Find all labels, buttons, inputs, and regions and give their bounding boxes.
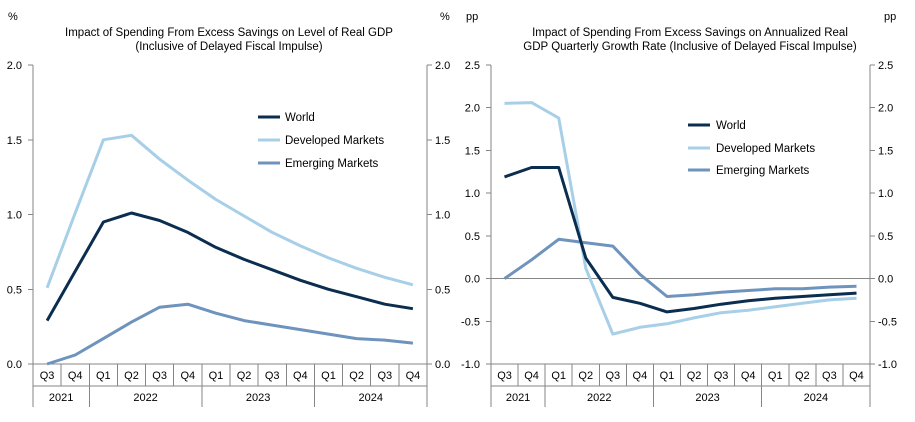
series-line-developed bbox=[504, 101, 857, 336]
x-tick-label: Q1 bbox=[660, 370, 675, 382]
year-label: 2022 bbox=[133, 392, 157, 404]
series-line-world bbox=[45, 211, 414, 322]
x-tick-label: Q2 bbox=[124, 370, 139, 382]
year-label: 2024 bbox=[358, 392, 382, 404]
year-label: 2021 bbox=[49, 392, 73, 404]
y-tick-label-right: 0.5 bbox=[435, 284, 450, 296]
y-tick-label-right: -1.0 bbox=[878, 359, 897, 371]
y-tick-label-right: -0.5 bbox=[878, 316, 897, 328]
y-tick-label-left: 0.0 bbox=[465, 274, 480, 286]
x-tick-label: Q3 bbox=[714, 370, 729, 382]
x-tick-label: Q2 bbox=[795, 370, 810, 382]
x-tick-label: Q4 bbox=[68, 370, 83, 382]
level-chart: Impact of Spending From Excess Savings o… bbox=[7, 11, 450, 407]
x-tick-label: Q2 bbox=[349, 370, 364, 382]
x-tick-label: Q2 bbox=[687, 370, 702, 382]
y-tick-label-right: 1.5 bbox=[878, 145, 893, 157]
legend: World Developed Markets Emerging Markets bbox=[688, 120, 815, 177]
right-unit-label: pp bbox=[884, 11, 896, 23]
year-label: 2023 bbox=[695, 392, 719, 404]
right-unit-label: % bbox=[440, 11, 450, 23]
series-line-world bbox=[504, 166, 857, 314]
x-tick-label: Q3 bbox=[497, 370, 512, 382]
x-tick-label: Q3 bbox=[822, 370, 837, 382]
y-tick-label-left: 0.5 bbox=[7, 284, 22, 296]
y-tick-label-left: 1.5 bbox=[7, 135, 22, 147]
x-tick-label: Q3 bbox=[377, 370, 392, 382]
series-line-emerging bbox=[503, 237, 857, 298]
y-tick-label-right: 0.0 bbox=[878, 274, 893, 286]
chart-subtitle: GDP Quarterly Growth Rate (Inclusive of … bbox=[523, 41, 857, 53]
x-tick-label: Q2 bbox=[237, 370, 252, 382]
x-tick-label: Q3 bbox=[152, 370, 167, 382]
y-tick-label-left: 1.0 bbox=[465, 188, 480, 200]
y-tick-label-right: 2.0 bbox=[435, 60, 450, 72]
legend-label-developed: Developed Markets bbox=[716, 143, 815, 155]
x-tick-label: Q3 bbox=[265, 370, 280, 382]
legend-label-world: World bbox=[285, 112, 315, 124]
growth-chart: Impact of Spending From Excess Savings o… bbox=[461, 11, 897, 407]
x-tick-label: Q1 bbox=[96, 370, 111, 382]
y-tick-label-right: 2.0 bbox=[878, 103, 893, 115]
year-label: 2024 bbox=[804, 392, 828, 404]
y-tick-label-left: 1.5 bbox=[465, 145, 480, 157]
y-tick-label-left: 1.0 bbox=[7, 210, 22, 222]
chart-title: Impact of Spending From Excess Savings o… bbox=[65, 27, 393, 39]
x-tick-label: Q1 bbox=[321, 370, 336, 382]
x-tick-label: Q1 bbox=[209, 370, 224, 382]
x-tick-label: Q2 bbox=[578, 370, 593, 382]
y-tick-label-left: -0.5 bbox=[461, 316, 480, 328]
y-tick-label-right: 1.0 bbox=[435, 210, 450, 222]
x-tick-label: Q4 bbox=[633, 370, 648, 382]
series-line-emerging bbox=[46, 302, 414, 366]
left-unit-label: % bbox=[8, 11, 18, 23]
x-tick-label: Q1 bbox=[551, 370, 566, 382]
legend-label-developed: Developed Markets bbox=[285, 135, 384, 147]
y-tick-label-right: 0.5 bbox=[878, 231, 893, 243]
y-tick-label-right: 1.5 bbox=[435, 135, 450, 147]
y-tick-label-left: 2.0 bbox=[7, 60, 22, 72]
legend-label-emerging: Emerging Markets bbox=[716, 165, 810, 177]
y-tick-label-right: 0.0 bbox=[435, 359, 450, 371]
y-tick-label-left: 0.5 bbox=[465, 231, 480, 243]
chart-subtitle: (Inclusive of Delayed Fiscal Impulse) bbox=[135, 41, 322, 53]
y-tick-label-left: 2.0 bbox=[465, 103, 480, 115]
year-label: 2023 bbox=[246, 392, 270, 404]
x-tick-label: Q4 bbox=[406, 370, 421, 382]
legend: World Developed Markets Emerging Markets bbox=[258, 112, 384, 170]
x-tick-label: Q4 bbox=[741, 370, 756, 382]
legend-label-world: World bbox=[716, 120, 746, 132]
legend-label-emerging: Emerging Markets bbox=[285, 158, 379, 170]
x-tick-label: Q3 bbox=[605, 370, 620, 382]
chart-title: Impact of Spending From Excess Savings o… bbox=[532, 27, 848, 39]
x-tick-label: Q4 bbox=[849, 370, 864, 382]
y-tick-label-right: 1.0 bbox=[878, 188, 893, 200]
y-tick-label-left: 0.0 bbox=[7, 359, 22, 371]
series-line-developed bbox=[45, 133, 414, 289]
left-unit-label: pp bbox=[466, 11, 478, 23]
y-tick-label-right: 2.5 bbox=[878, 60, 893, 72]
y-tick-label-left: -1.0 bbox=[461, 359, 480, 371]
year-label: 2022 bbox=[587, 392, 611, 404]
x-tick-label: Q3 bbox=[40, 370, 55, 382]
x-tick-label: Q4 bbox=[293, 370, 308, 382]
x-tick-label: Q4 bbox=[524, 370, 539, 382]
y-tick-label-left: 2.5 bbox=[465, 60, 480, 72]
x-tick-label: Q4 bbox=[180, 370, 195, 382]
year-label: 2021 bbox=[506, 392, 530, 404]
x-tick-label: Q1 bbox=[768, 370, 783, 382]
